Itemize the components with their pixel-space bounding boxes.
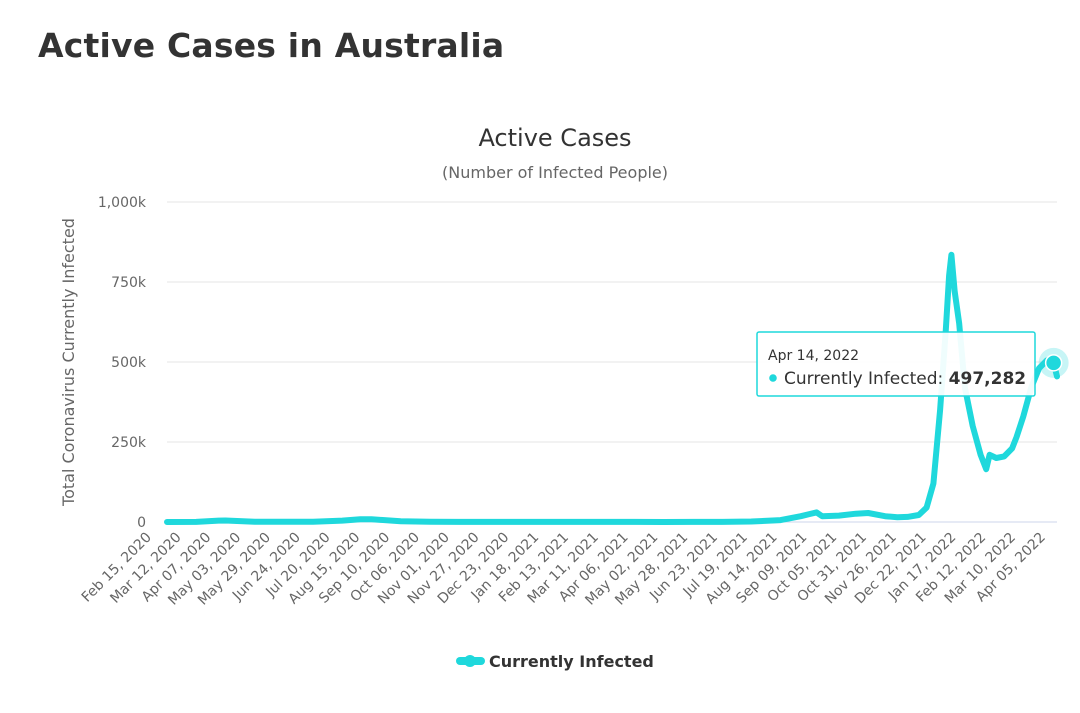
y-tick-label: 250k (111, 435, 147, 451)
y-tick-label: 1,000k (98, 195, 147, 211)
grid-lines (167, 201, 1057, 443)
y-tick-label: 500k (111, 355, 147, 371)
y-tick-label: 0 (137, 515, 146, 531)
hover-point[interactable] (1044, 354, 1063, 372)
tooltip: Apr 14, 2022 Currently Infected: 497,282 (756, 331, 1036, 397)
tooltip-line: Currently Infected: 497,282 (784, 369, 1026, 389)
series-line[interactable] (164, 251, 1060, 525)
y-axis-ticks: 0 250k 500k 750k 1,000k (98, 195, 147, 531)
legend-label-currently-infected[interactable]: Currently Infected (489, 652, 654, 671)
series-currently-infected[interactable] (164, 251, 1069, 525)
tooltip-value: 497,282 (949, 369, 1026, 389)
y-tick-label: 750k (111, 275, 147, 291)
page-title: Active Cases in Australia (38, 26, 505, 65)
tooltip-box (756, 331, 1036, 397)
tooltip-series-marker (769, 374, 777, 382)
legend-marker (464, 655, 476, 667)
chart-subtitle: (Number of Infected People) (442, 163, 668, 182)
legend[interactable]: Currently Infected (456, 652, 654, 671)
y-axis-label: Total Coronavirus Currently Infected (59, 218, 78, 507)
chart-title: Active Cases (478, 124, 631, 152)
tooltip-series-name: Currently Infected (784, 369, 938, 389)
tooltip-date: Apr 14, 2022 (768, 348, 859, 364)
